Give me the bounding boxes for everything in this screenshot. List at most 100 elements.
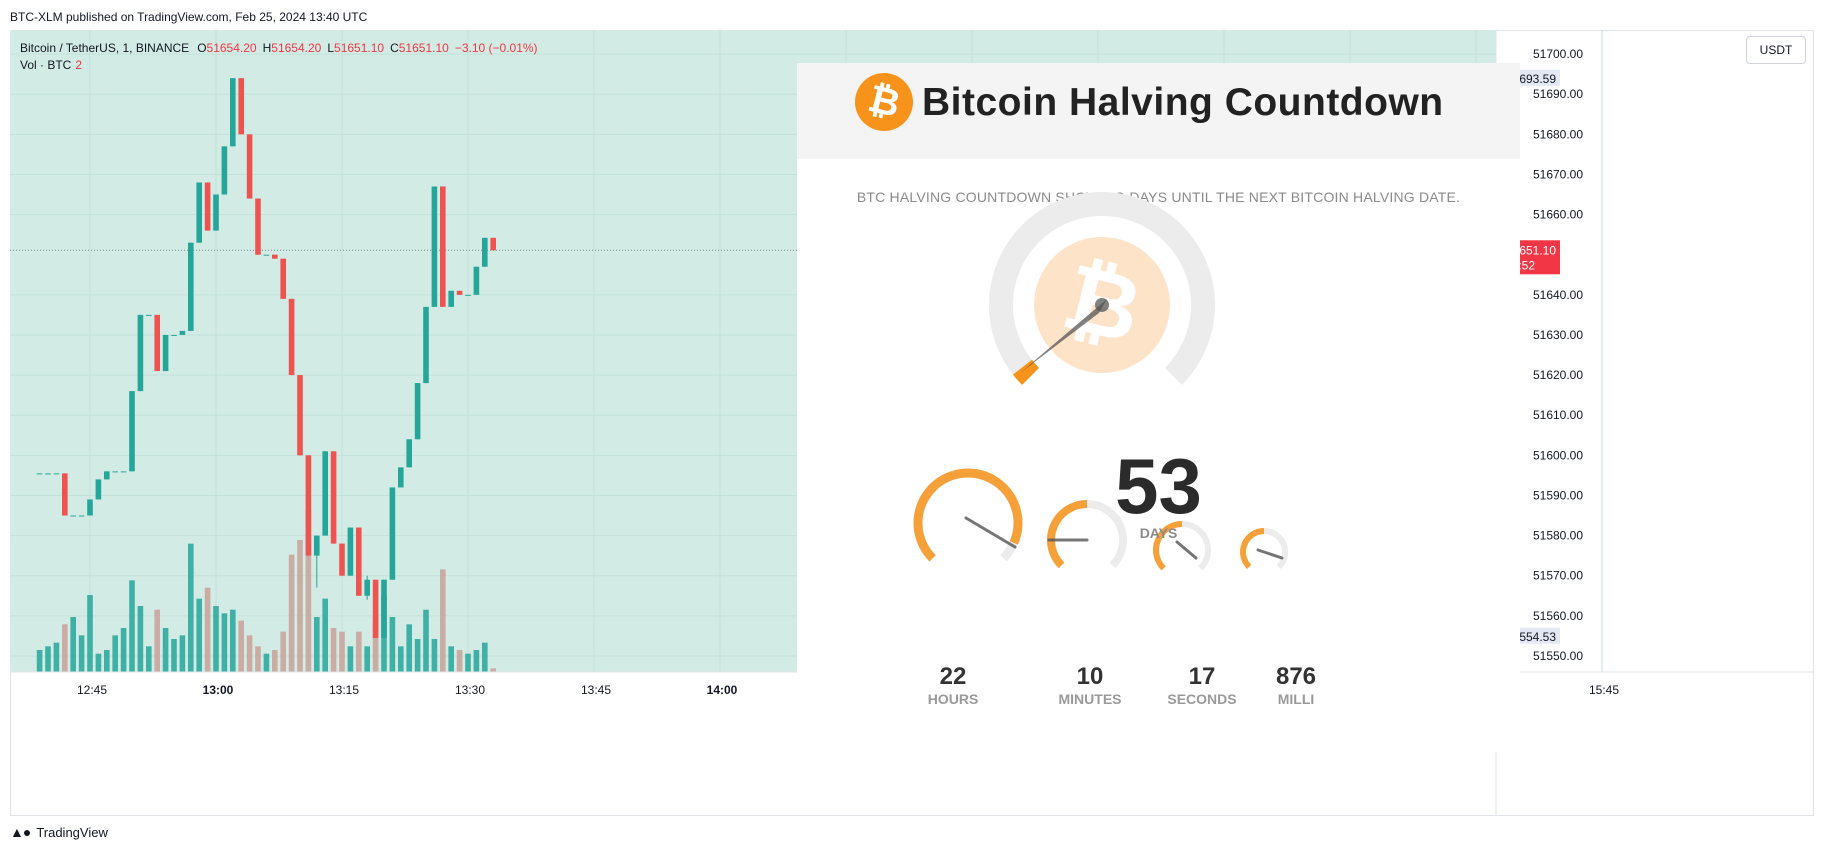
candle-body bbox=[70, 515, 76, 517]
days-gauge-needle bbox=[1020, 299, 1107, 373]
minutes-label: MINUTES bbox=[1058, 691, 1122, 707]
candle-body bbox=[179, 330, 186, 335]
volume-bar bbox=[473, 650, 480, 672]
volume-bar bbox=[414, 639, 421, 672]
volume-bar bbox=[322, 598, 328, 672]
low-value: 51651.10 bbox=[334, 41, 385, 55]
candle-body bbox=[146, 314, 152, 316]
candle-body bbox=[280, 258, 286, 299]
volume-bar bbox=[440, 569, 446, 672]
change-value: −3.10 (−0.01%) bbox=[454, 41, 538, 55]
volume-bar bbox=[230, 609, 236, 672]
days-gauge-track bbox=[989, 192, 1215, 385]
volume-bar bbox=[448, 646, 454, 672]
price-tick-label: 51570.00 bbox=[1533, 569, 1583, 583]
candle-body bbox=[62, 473, 68, 516]
candle-body bbox=[36, 473, 43, 475]
volume-bar bbox=[347, 646, 354, 672]
volume-bar bbox=[246, 635, 253, 672]
volume-bar bbox=[162, 628, 169, 672]
candle-body bbox=[398, 467, 404, 488]
price-tick-label: 51680.00 bbox=[1533, 127, 1583, 141]
volume-bar bbox=[339, 631, 345, 672]
price-tick-label: 51550.00 bbox=[1533, 649, 1583, 663]
volume-bar bbox=[36, 650, 43, 672]
volume-bar bbox=[372, 617, 379, 672]
volume-bar bbox=[389, 617, 396, 672]
time-tick-label: 12:45 bbox=[77, 683, 107, 697]
volume-bar bbox=[87, 595, 93, 672]
candle-body bbox=[87, 499, 93, 516]
price-tick-label: 51610.00 bbox=[1533, 408, 1583, 422]
candle-body bbox=[322, 451, 328, 536]
hours-gauge-needle bbox=[964, 516, 1017, 549]
candle-body bbox=[330, 451, 337, 544]
ohlc-legend: Bitcoin / TetherUS, 1, BINANCE O51654.20 H… bbox=[20, 40, 544, 57]
volume-bar bbox=[330, 628, 337, 672]
candle-body bbox=[78, 515, 85, 517]
volume-bar bbox=[78, 635, 85, 672]
candle-body bbox=[137, 314, 144, 392]
candle-body bbox=[112, 471, 118, 473]
minutes-value: 10 bbox=[1076, 663, 1104, 690]
time-tick-label: 15:45 bbox=[1589, 683, 1619, 697]
volume-label[interactable]: Vol · BTC bbox=[20, 58, 72, 72]
candle-body bbox=[95, 479, 102, 500]
tradingview-logo[interactable]: ▲● TradingView bbox=[10, 824, 108, 840]
volume-bar bbox=[137, 606, 144, 672]
candle-body bbox=[120, 471, 127, 473]
price-tick-label: 51620.00 bbox=[1533, 368, 1583, 382]
tradingview-mark-icon: ▲● bbox=[10, 824, 31, 840]
time-tick-label: 13:45 bbox=[581, 683, 611, 697]
candle-body bbox=[213, 194, 219, 231]
volume-bar bbox=[482, 642, 488, 672]
candle-body bbox=[356, 527, 362, 596]
volume-bar bbox=[356, 631, 362, 672]
close-value: 51651.10 bbox=[398, 41, 449, 55]
candle-body bbox=[406, 439, 412, 468]
volume-bar bbox=[45, 646, 51, 672]
time-tick-label: 13:00 bbox=[203, 683, 234, 697]
candle-body bbox=[423, 306, 429, 384]
volume-bar bbox=[171, 639, 177, 672]
volume-bar bbox=[297, 540, 303, 672]
high-value: 51654.20 bbox=[271, 41, 322, 55]
volume-bar bbox=[104, 650, 110, 672]
days-label: DAYS bbox=[1139, 525, 1178, 541]
volume-bar bbox=[70, 617, 76, 672]
volume-bar bbox=[179, 635, 186, 672]
volume-legend: Vol · BTC 2 bbox=[20, 58, 82, 72]
low-label: L bbox=[327, 41, 335, 55]
milli-gauge-fill bbox=[1240, 528, 1265, 569]
days-gauge-fill bbox=[1012, 359, 1040, 385]
candle-body bbox=[129, 391, 135, 472]
volume-bar bbox=[305, 510, 312, 672]
volume-bar bbox=[120, 628, 127, 672]
candle-body bbox=[473, 266, 480, 295]
widget-header: ₿ Bitcoin Halving Countdown bbox=[797, 63, 1520, 159]
candle-body bbox=[171, 334, 177, 336]
volume-bar bbox=[221, 613, 228, 672]
candle-body bbox=[188, 242, 194, 331]
currency-button[interactable]: USDT bbox=[1746, 36, 1806, 64]
volume-bar bbox=[398, 646, 404, 672]
hours-label: HOURS bbox=[927, 691, 979, 707]
candle-body bbox=[347, 527, 354, 576]
candle-body bbox=[204, 182, 211, 231]
volume-bar bbox=[456, 650, 463, 672]
candle-body bbox=[263, 254, 270, 256]
candle-body bbox=[238, 78, 244, 135]
volume-bar bbox=[263, 653, 270, 672]
candle-body bbox=[162, 334, 169, 372]
volume-bar bbox=[146, 646, 152, 672]
volume-bar bbox=[53, 642, 60, 672]
candle-body bbox=[482, 237, 488, 267]
published-line: BTC-XLM published on TradingView.com, Fe… bbox=[10, 10, 368, 24]
candle-body bbox=[339, 543, 345, 576]
volume-bar bbox=[272, 650, 278, 672]
price-tick-label: 51690.00 bbox=[1533, 87, 1583, 101]
volume-bar bbox=[62, 624, 68, 672]
symbol-name[interactable]: Bitcoin / TetherUS, 1, BINANCE bbox=[20, 41, 190, 55]
time-tick-label: 13:30 bbox=[455, 683, 485, 697]
candle-body bbox=[53, 473, 60, 475]
